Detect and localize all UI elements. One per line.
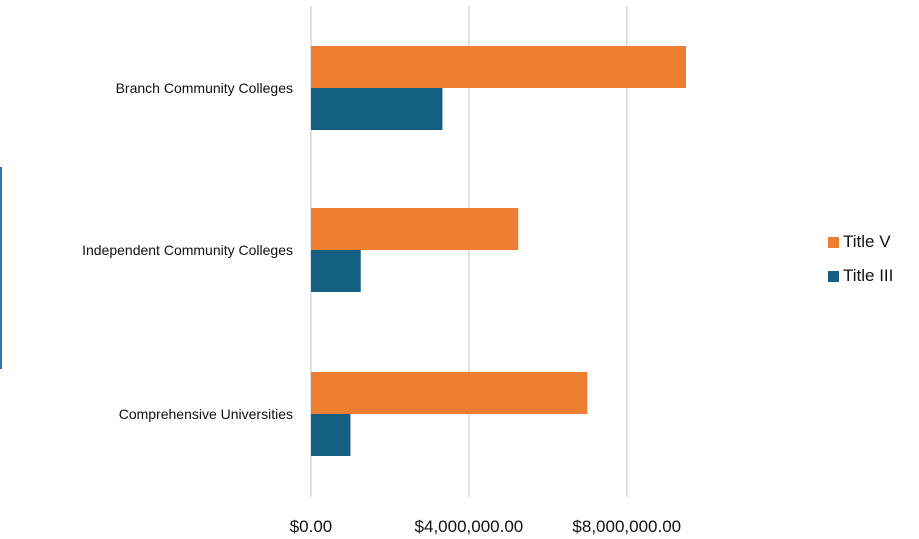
category-label-1: Independent Community Colleges [82,242,293,258]
legend-swatch [828,270,839,282]
category-labels: Branch Community Colleges Independent Com… [82,80,293,422]
x-tick-label-2: $8,000,000.00 [572,517,681,536]
legend-swatch [828,236,839,248]
category-label-2: Comprehensive Universities [119,406,293,422]
legend: Title V Title III [828,232,893,300]
bar-title-iii-2 [311,414,351,456]
bars [311,46,686,456]
bar-title-v-1 [311,208,519,250]
x-axis-tick-labels: $0.00 $4,000,000.00 $8,000,000.00 [290,517,681,536]
legend-label: Title III [843,266,894,285]
legend-item-title-v: Title V [828,232,893,252]
category-label-0: Branch Community Colleges [116,80,293,96]
x-tick-label-0: $0.00 [290,517,333,536]
bar-title-iii-1 [311,250,361,292]
legend-label: Title V [843,232,891,251]
x-tick-label-1: $4,000,000.00 [415,517,524,536]
bar-title-v-2 [311,372,588,414]
legend-item-title-iii: Title III [828,266,893,286]
bar-title-v-0 [311,46,686,88]
bar-title-iii-0 [311,88,443,130]
left-edge-accent-line [0,167,2,369]
